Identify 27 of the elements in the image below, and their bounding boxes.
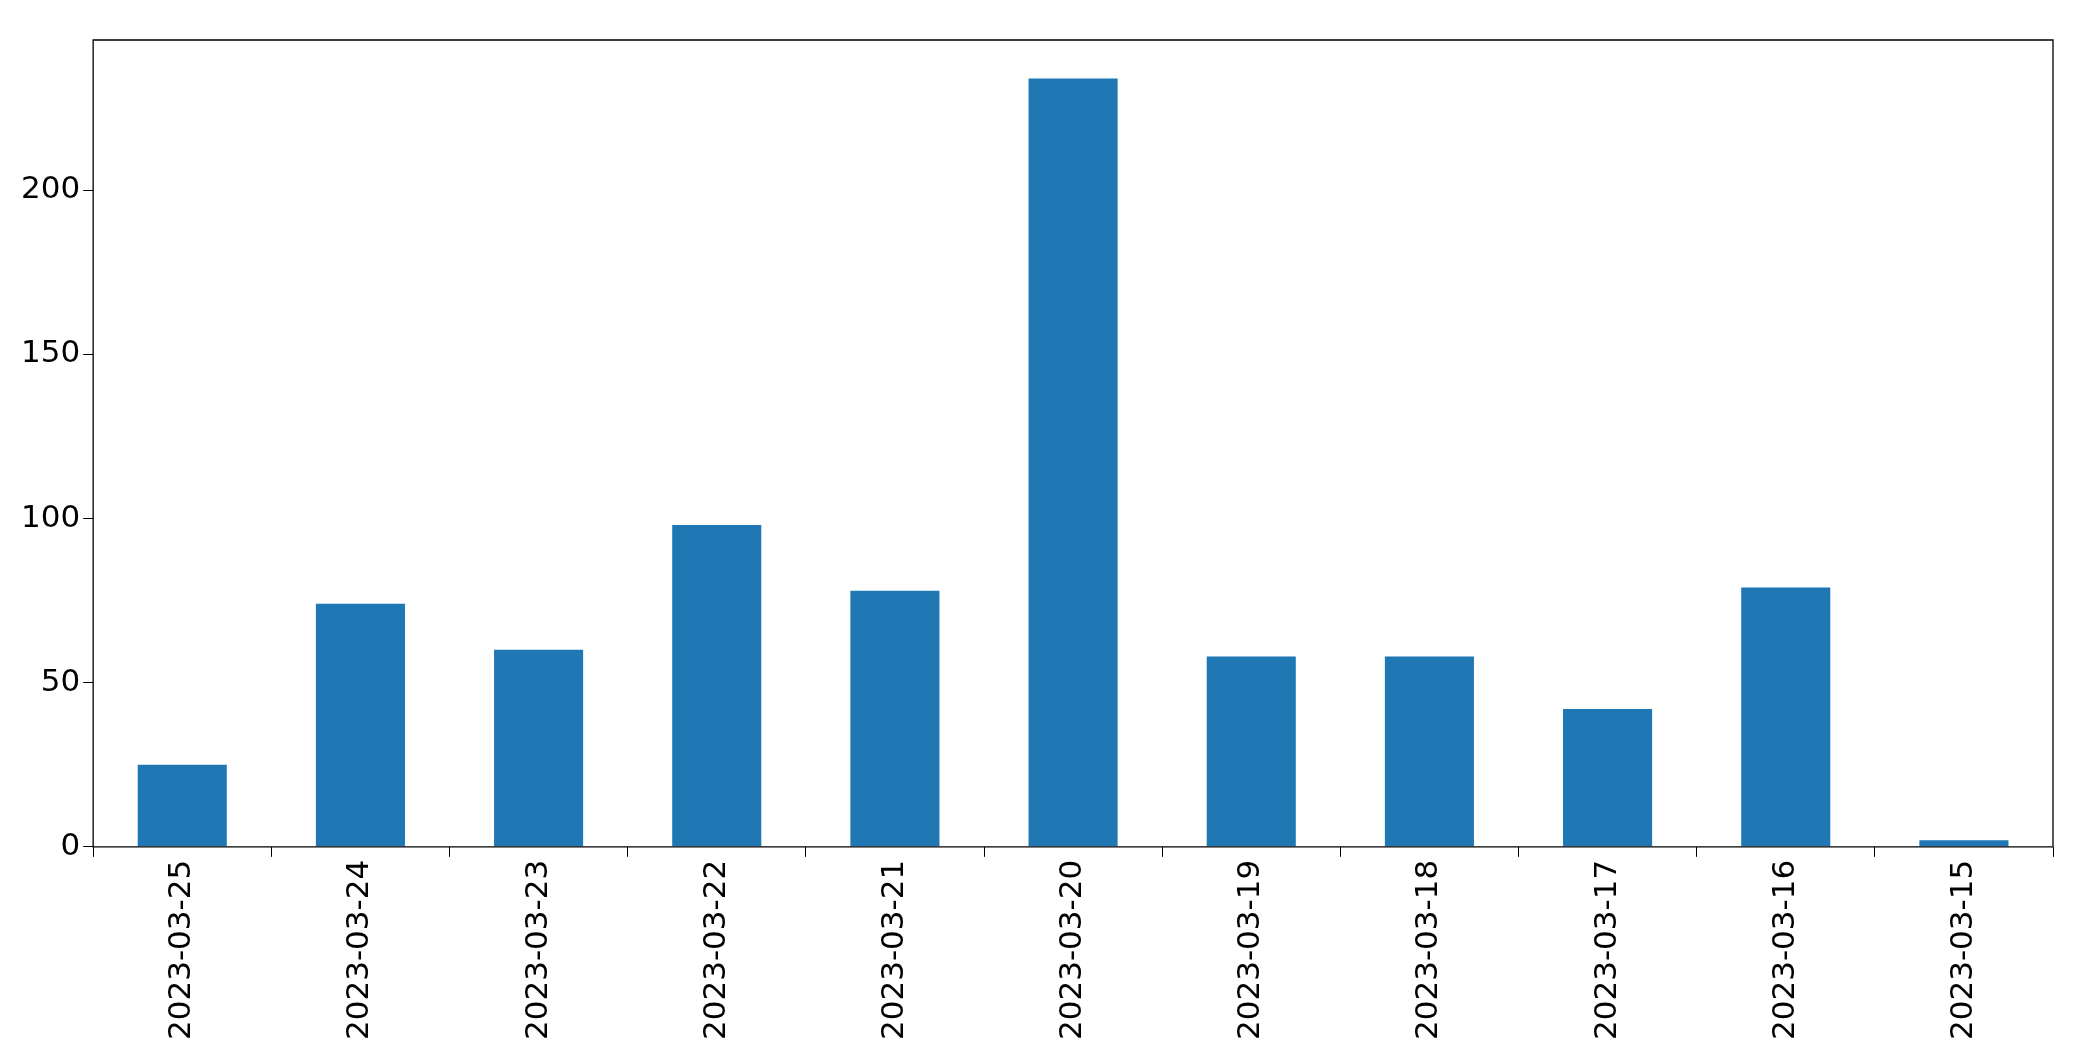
bar — [315, 603, 405, 847]
bar — [672, 525, 762, 847]
x-tick-label: 2023-03-23 — [517, 859, 554, 1041]
x-tick-label: 2023-03-21 — [873, 859, 910, 1041]
bar — [1206, 656, 1296, 847]
y-tick-label: 0 — [60, 825, 81, 862]
x-tick-label: 2023-03-18 — [1408, 859, 1445, 1041]
bar — [850, 590, 940, 847]
bar — [1028, 78, 1118, 847]
y-tick-label: 200 — [21, 169, 81, 206]
bar — [1563, 708, 1653, 847]
x-tick-label: 2023-03-25 — [161, 859, 198, 1041]
y-tick-label: 100 — [21, 497, 81, 534]
x-tick-label: 2023-03-19 — [1230, 859, 1267, 1041]
bar — [1919, 840, 2009, 847]
y-tick-label: 150 — [21, 333, 81, 370]
x-tick-label: 2023-03-20 — [1052, 859, 1089, 1041]
bar — [494, 649, 584, 847]
bar — [137, 764, 227, 847]
x-tick-label: 2023-03-17 — [1586, 859, 1623, 1041]
y-tick-label: 50 — [40, 661, 81, 698]
bar — [1741, 587, 1831, 847]
x-tick-label: 2023-03-24 — [339, 859, 376, 1041]
x-tick-label: 2023-03-15 — [1942, 859, 1979, 1041]
x-tick-label: 2023-03-16 — [1764, 859, 1801, 1041]
x-tick-label: 2023-03-22 — [695, 859, 732, 1041]
bar — [1384, 656, 1474, 847]
